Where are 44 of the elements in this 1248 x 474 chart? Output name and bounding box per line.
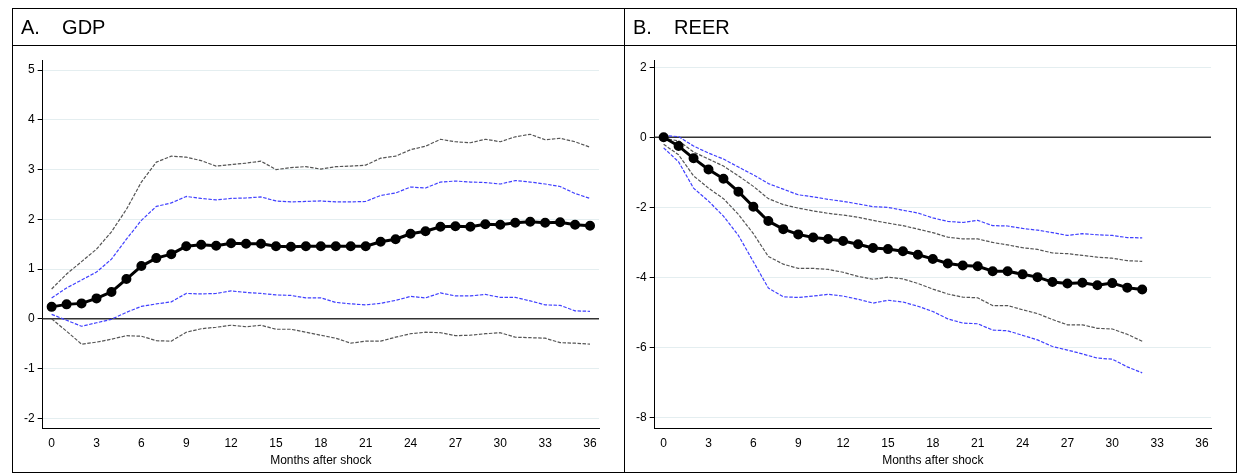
y-tick-label: -4 [636, 269, 647, 284]
x-tick-label: 9 [182, 435, 190, 450]
x-tick-label: 9 [794, 435, 802, 450]
y-tick-label: 3 [27, 161, 35, 176]
y-tick-label: 2 [639, 59, 647, 74]
x-tick-label: 30 [493, 435, 508, 450]
y-tick-label: -1 [24, 360, 35, 375]
y-tick-label: -8 [636, 410, 647, 424]
x-tick-label: 36 [1195, 435, 1210, 450]
x-tick-label: 33 [1150, 435, 1165, 450]
x-tick-label: 21 [971, 435, 985, 450]
y-tick-label: -2 [24, 410, 35, 425]
x-tick-label: 3 [93, 435, 101, 450]
y-tick-label: -6 [636, 339, 647, 354]
x-tick-label: 21 [359, 435, 373, 450]
y-tick-label: 0 [27, 311, 35, 326]
chart-title: B. REER [625, 9, 1236, 46]
x-tick-label: 24 [403, 435, 418, 450]
y-tick-label: 4 [27, 112, 35, 127]
x-tick-label: 15 [881, 435, 895, 450]
chart-title: A. GDP [13, 9, 624, 46]
y-tick-label: 2 [27, 211, 35, 226]
x-tick-label: 12 [836, 435, 851, 450]
x-axis-title: Months after shock [270, 453, 373, 468]
x-tick-label: 24 [1015, 435, 1030, 450]
x-tick-label: 3 [705, 435, 713, 450]
x-tick-label: 0 [660, 435, 668, 450]
x-tick-label: 12 [224, 435, 239, 450]
x-tick-label: 6 [138, 435, 146, 450]
x-tick-label: 18 [314, 435, 328, 450]
y-tick-label: 5 [27, 62, 35, 77]
x-tick-label: 15 [269, 435, 283, 450]
x-tick-label: 6 [750, 435, 758, 450]
x-tick-label: 27 [448, 435, 463, 450]
y-tick-label: 1 [27, 261, 35, 276]
x-tick-label: 33 [538, 435, 553, 450]
x-tick-label: 0 [48, 435, 56, 450]
y-tick-label: -2 [636, 199, 647, 214]
x-tick-label: 18 [926, 435, 940, 450]
x-tick-label: 27 [1060, 435, 1075, 450]
y-tick-label: 0 [639, 129, 647, 144]
x-axis-title: Months after shock [882, 453, 985, 468]
x-tick-label: 36 [583, 435, 598, 450]
x-tick-label: 30 [1105, 435, 1120, 450]
